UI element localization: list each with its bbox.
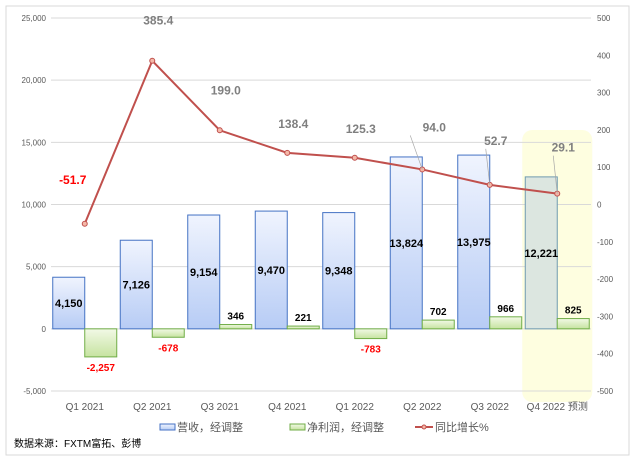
growth-point	[216, 127, 223, 134]
legend-swatch	[159, 423, 176, 431]
profit-label: 825	[565, 306, 582, 317]
y-tick-label: 15,000	[22, 138, 47, 147]
profit-label: -678	[158, 343, 178, 354]
growth-label: 29.1	[552, 141, 576, 155]
y-tick-label: 20,000	[22, 76, 47, 85]
label-leader	[409, 135, 423, 170]
growth-point	[284, 149, 291, 156]
revenue-label: 9,470	[257, 265, 285, 277]
profit-label: -2,257	[87, 363, 116, 374]
profit-bar	[556, 318, 590, 330]
profit-bar	[151, 328, 185, 338]
y-tick-label: 0	[42, 325, 47, 334]
y2-tick-label: 0	[597, 201, 602, 210]
x-tick-label: Q1 2021	[66, 402, 105, 413]
y2-tick-label: 400	[597, 51, 611, 60]
profit-label: 702	[430, 307, 447, 318]
revenue-label: 9,154	[190, 267, 218, 279]
revenue-bar	[187, 214, 221, 330]
y2-tick-label: -100	[597, 238, 614, 247]
profit-label: -783	[361, 345, 381, 356]
y-tick-label: 10,000	[22, 201, 47, 210]
profit-bar	[354, 328, 388, 340]
x-tick-label: Q1 2022	[336, 402, 375, 413]
growth-point	[149, 57, 156, 64]
y2-tick-label: -500	[597, 387, 614, 396]
growth-label: 385.4	[143, 14, 173, 28]
legend-label: 净利润，经调整	[307, 420, 384, 434]
x-tick-label: Q2 2021	[133, 402, 172, 413]
profit-label: 346	[227, 312, 244, 323]
profit-bar	[219, 324, 253, 330]
y-tick-label: -5,000	[23, 387, 46, 396]
legend-label: 营收，经调整	[177, 420, 243, 434]
legend-label: 同比增长%	[435, 420, 489, 434]
growth-label: -51.7	[59, 173, 87, 187]
x-tick-label: Q3 2022	[471, 402, 510, 413]
legend-swatch	[289, 423, 306, 431]
y2-tick-label: 200	[597, 126, 611, 135]
x-tick-label: Q4 2022 预测	[527, 400, 588, 413]
y2-tick-label: 100	[597, 163, 611, 172]
y2-tick-label: 300	[597, 89, 611, 98]
x-tick-label: Q4 2021	[268, 402, 307, 413]
revenue-bar	[322, 212, 356, 330]
profit-label: 221	[295, 313, 312, 324]
y2-tick-label: 500	[597, 14, 611, 23]
growth-label: 138.4	[278, 117, 308, 131]
profit-bar	[84, 328, 118, 358]
revenue-label: 4,150	[55, 298, 83, 310]
growth-point	[81, 220, 88, 227]
revenue-label: 12,221	[524, 248, 558, 260]
revenue-label: 13,975	[457, 237, 491, 249]
profit-label: 966	[497, 304, 514, 315]
profit-bar	[489, 316, 523, 330]
revenue-bar	[524, 176, 558, 330]
y2-tick-label: -300	[597, 312, 614, 321]
growth-label: 199.0	[211, 83, 241, 97]
revenue-bar	[254, 210, 288, 330]
growth-line	[83, 58, 558, 225]
x-tick-label: Q2 2022	[403, 402, 442, 413]
growth-label: 52.7	[484, 134, 508, 148]
x-tick-label: Q3 2021	[201, 402, 240, 413]
y2-tick-label: -200	[597, 275, 614, 284]
label-leader	[485, 148, 491, 185]
revenue-label: 7,126	[122, 280, 150, 292]
y2-tick-label: -400	[597, 350, 614, 359]
revenue-label: 13,824	[389, 238, 424, 250]
y-tick-label: 5,000	[26, 263, 47, 272]
growth-label: 94.0	[423, 120, 447, 134]
revenue-bar	[52, 276, 86, 330]
revenue-bar	[119, 239, 153, 330]
revenue-label: 9,348	[325, 266, 353, 278]
profit-bar	[421, 319, 455, 330]
source-note: 数据来源：FXTM富拓、彭博	[14, 437, 141, 450]
y-tick-label: 25,000	[22, 14, 47, 23]
growth-point	[351, 154, 358, 161]
label-leader	[552, 155, 558, 194]
legend-marker	[421, 424, 427, 430]
profit-bar	[286, 325, 320, 330]
revenue-bar	[389, 156, 423, 330]
growth-label: 125.3	[346, 122, 376, 136]
